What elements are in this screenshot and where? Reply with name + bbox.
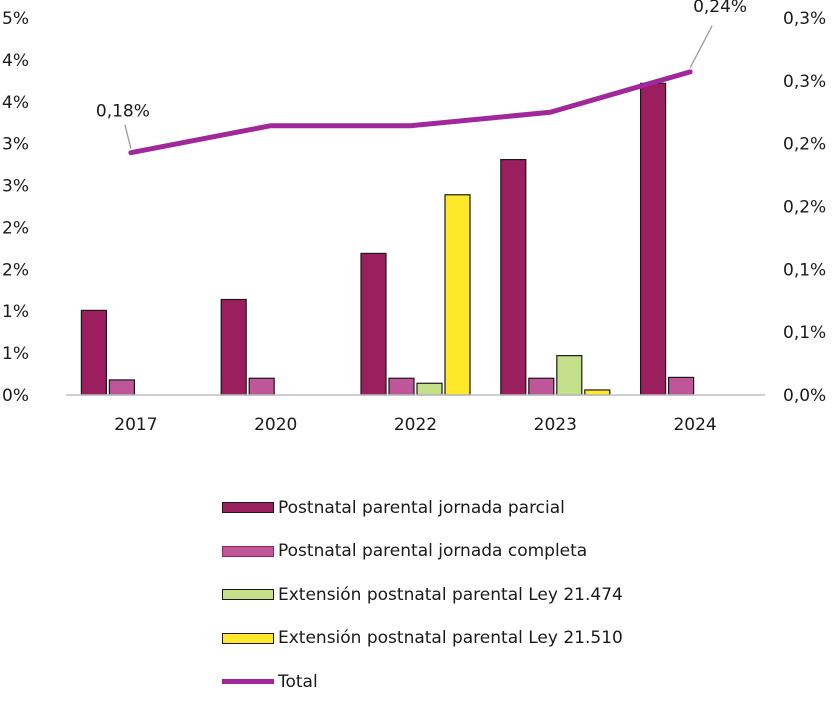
bar	[388, 377, 415, 396]
bar	[248, 377, 275, 396]
legend-swatch	[222, 589, 274, 601]
y-left-tick-label: 2%	[2, 218, 29, 238]
y-left-tick-label: 3%	[2, 135, 29, 155]
y-left-tick-label: 5%	[2, 9, 29, 29]
legend-swatch	[222, 632, 274, 644]
legend-label: Extensión postnatal parental Ley 21.510	[278, 628, 623, 649]
bar	[220, 298, 247, 396]
y-left-tick-label: 1%	[2, 344, 29, 364]
bar	[416, 382, 443, 396]
x-tick-label: 2020	[254, 415, 297, 435]
legend-item: Extensión postnatal parental Ley 21.510	[222, 617, 782, 661]
legend-label: Postnatal parental jornada completa	[278, 541, 588, 562]
legend-line	[222, 679, 274, 685]
y-left-tick-label: 3%	[2, 177, 29, 197]
annotation-leader	[124, 124, 132, 149]
annotation-leader	[689, 25, 713, 69]
legend: Postnatal parental jornada parcial Postn…	[222, 486, 782, 704]
y-left-tick-label: 2%	[2, 260, 29, 280]
bar	[556, 355, 583, 396]
x-tick-label: 2023	[534, 415, 577, 435]
x-tick-label: 2017	[114, 415, 157, 435]
data-label: 0,24%	[693, 0, 747, 17]
chart: 0% 1% 1% 2% 2% 3% 3% 4% 4% 5% 0,0% 0,1% 0,1% 0,2% 0,2%…	[2, 0, 826, 435]
data-label: 0,18%	[96, 102, 150, 122]
bar	[584, 389, 611, 396]
x-tick-label: 2024	[673, 415, 716, 435]
bar	[639, 82, 667, 396]
y-right-tick-label: 0,0%	[783, 386, 826, 406]
bar	[80, 309, 108, 396]
y-right-tick-label: 0,2%	[783, 135, 826, 155]
bar	[360, 252, 387, 396]
legend-item: Postnatal parental jornada parcial	[222, 486, 782, 530]
bar	[444, 194, 471, 396]
legend-label: Postnatal parental jornada parcial	[278, 497, 565, 518]
bar	[108, 379, 136, 396]
y-right-tick-label: 0,1%	[783, 323, 826, 343]
total-line	[128, 69, 693, 156]
bar	[667, 376, 695, 396]
y-right-tick-label: 0,3%	[783, 9, 826, 29]
legend-item: Total	[222, 660, 782, 704]
y-left-tick-label: 4%	[2, 51, 29, 71]
y-left-tick-label: 0%	[2, 386, 29, 406]
y-right-tick-label: 0,2%	[783, 198, 826, 218]
legend-label: Total	[278, 671, 318, 692]
x-tick-label: 2022	[394, 415, 437, 435]
bar	[500, 158, 527, 396]
y-right-tick-label: 0,1%	[783, 260, 826, 280]
y-left-tick-label: 1%	[2, 302, 29, 322]
legend-label: Extensión postnatal parental Ley 21.474	[278, 584, 623, 605]
legend-swatch	[222, 502, 274, 514]
legend-swatch	[222, 545, 274, 557]
legend-item: Extensión postnatal parental Ley 21.474	[222, 573, 782, 617]
y-left-tick-label: 4%	[2, 93, 29, 113]
legend-item: Postnatal parental jornada completa	[222, 530, 782, 574]
bar	[528, 377, 555, 396]
y-right-tick-label: 0,3%	[783, 72, 826, 92]
